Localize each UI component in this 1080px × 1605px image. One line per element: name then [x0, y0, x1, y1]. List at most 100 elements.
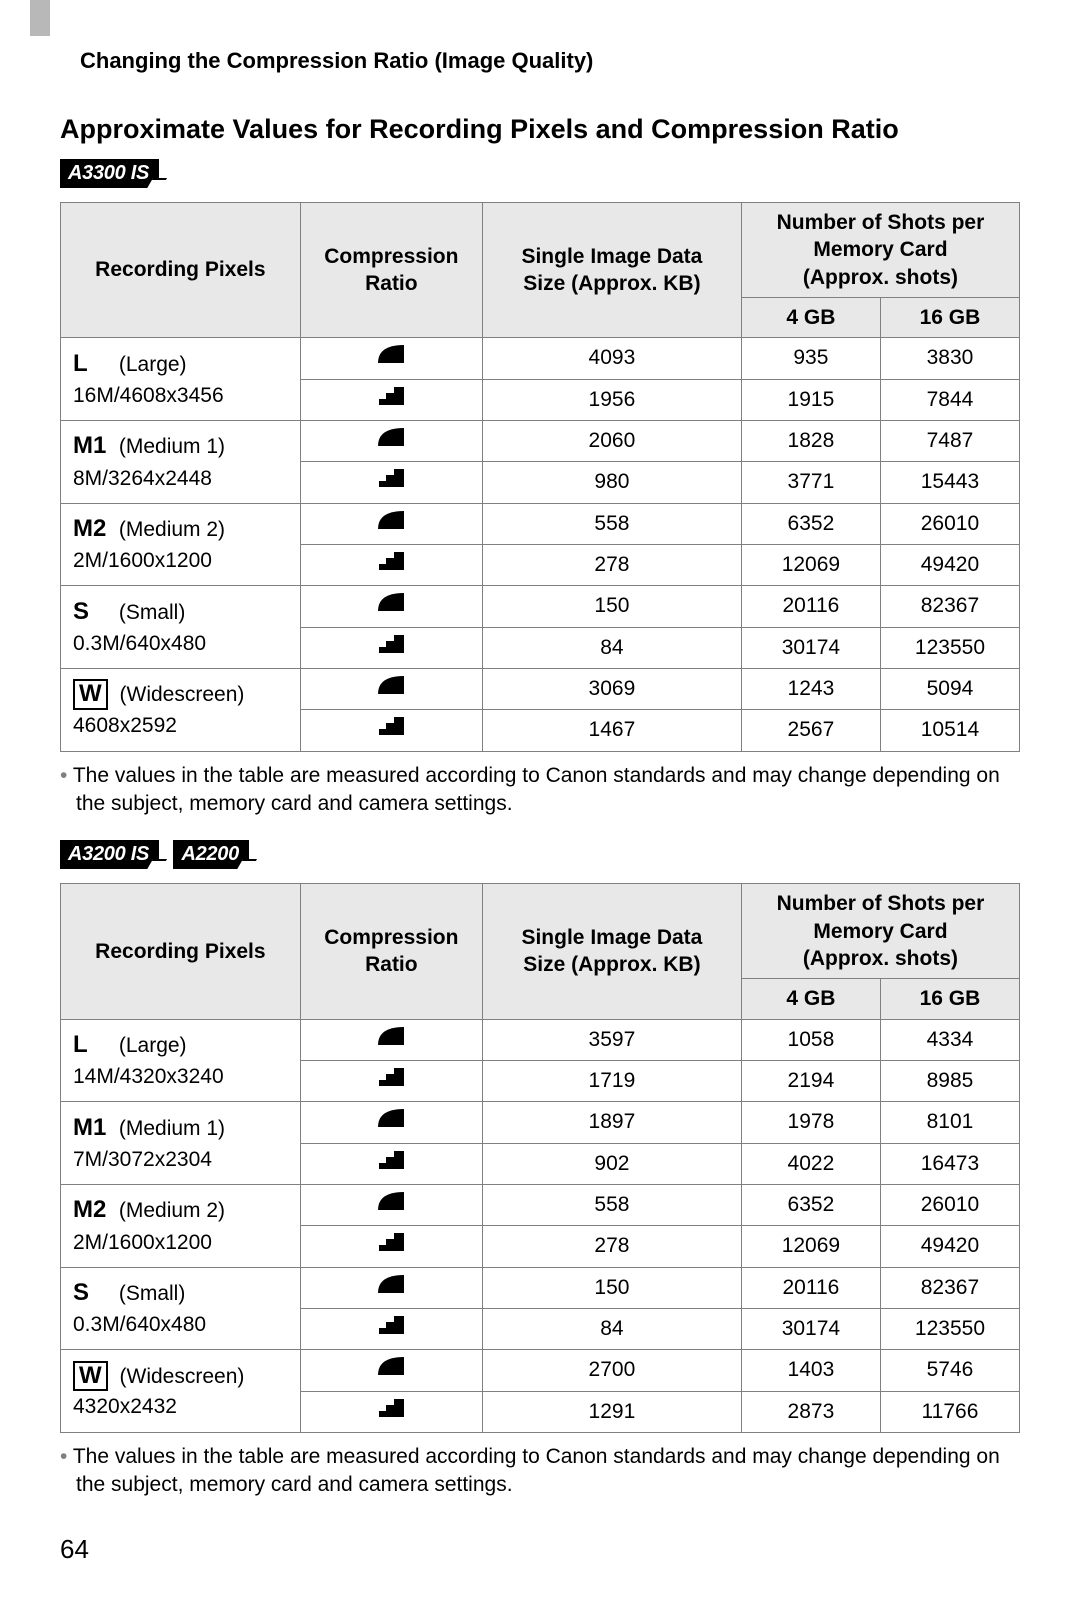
table-row: L (Large)14M/4320x3240359710584334	[61, 1019, 1020, 1060]
pixel-size-name: (Large)	[119, 1034, 187, 1057]
image-size-cell: 558	[482, 503, 741, 544]
compression-fine-icon	[376, 509, 406, 531]
compression-cell	[300, 627, 482, 668]
shots-4gb-cell: 1058	[741, 1019, 880, 1060]
pixel-size-letter: L	[73, 348, 113, 380]
pixel-size-name: (Widescreen)	[120, 1365, 245, 1388]
shots-16gb-cell: 7844	[880, 379, 1019, 420]
image-size-cell: 84	[482, 1308, 741, 1349]
table-note-2: The values in the table are measured acc…	[60, 1443, 1020, 1500]
pixel-resolution: 16M/4608x3456	[73, 382, 292, 410]
compression-cell	[300, 710, 482, 751]
shots-4gb-cell: 30174	[741, 627, 880, 668]
pixel-resolution: 4320x2432	[73, 1393, 292, 1421]
compression-cell	[300, 1391, 482, 1432]
compression-cell	[300, 462, 482, 503]
model-badge-a3300is: A3300 IS	[60, 159, 159, 188]
col-compression-ratio: CompressionRatio	[300, 884, 482, 1019]
model-badge-row-2: A3200 IS A2200	[60, 840, 1020, 869]
pixel-size-name: (Small)	[119, 1282, 186, 1305]
shots-16gb-cell: 4334	[880, 1019, 1019, 1060]
compression-normal-icon	[376, 1066, 406, 1088]
compression-fine-icon	[376, 1355, 406, 1377]
table-row: M1 (Medium 1)7M/3072x2304189719788101	[61, 1102, 1020, 1143]
compression-fine-icon	[376, 343, 406, 365]
col-shots-per-card: Number of Shots perMemory Card(Approx. s…	[741, 884, 1019, 979]
compression-cell	[300, 1184, 482, 1225]
compression-fine-icon	[376, 426, 406, 448]
image-size-cell: 150	[482, 586, 741, 627]
compression-cell	[300, 586, 482, 627]
table-row: W (Widescreen)4608x2592306912435094	[61, 668, 1020, 709]
shots-16gb-cell: 3830	[880, 338, 1019, 379]
shots-4gb-cell: 12069	[741, 1226, 880, 1267]
pixel-size-letter: M1	[73, 430, 113, 462]
pixel-size-name: (Small)	[119, 601, 186, 624]
shots-4gb-cell: 1915	[741, 379, 880, 420]
image-size-cell: 1897	[482, 1102, 741, 1143]
pixel-resolution: 4608x2592	[73, 712, 292, 740]
image-size-cell: 278	[482, 544, 741, 585]
col-16gb: 16 GB	[880, 979, 1019, 1019]
compression-cell	[300, 668, 482, 709]
table-row: M2 (Medium 2)2M/1600x1200558635226010	[61, 503, 1020, 544]
compression-normal-icon	[376, 1231, 406, 1253]
compression-normal-icon	[376, 550, 406, 572]
recording-pixels-cell: M2 (Medium 2)2M/1600x1200	[61, 503, 301, 586]
recording-pixels-cell: S (Small) 0.3M/640x480	[61, 1267, 301, 1350]
compression-normal-icon	[376, 1149, 406, 1171]
pixel-size-name: (Medium 2)	[119, 1199, 225, 1222]
compression-normal-icon	[376, 467, 406, 489]
compression-cell	[300, 1226, 482, 1267]
image-size-cell: 1291	[482, 1391, 741, 1432]
shots-4gb-cell: 6352	[741, 503, 880, 544]
shots-4gb-cell: 30174	[741, 1308, 880, 1349]
recording-pixels-cell: S (Small)0.3M/640x480	[61, 586, 301, 669]
pixel-size-name: (Medium 2)	[119, 518, 225, 541]
compression-cell	[300, 1308, 482, 1349]
recording-pixels-cell: W (Widescreen)4608x2592	[61, 668, 301, 751]
shots-16gb-cell: 26010	[880, 1184, 1019, 1225]
recording-pixels-cell: M2 (Medium 2)2M/1600x1200	[61, 1184, 301, 1267]
table-note-1: The values in the table are measured acc…	[60, 762, 1020, 819]
col-16gb: 16 GB	[880, 297, 1019, 337]
shots-4gb-cell: 935	[741, 338, 880, 379]
col-compression-ratio: CompressionRatio	[300, 203, 482, 338]
shots-16gb-cell: 82367	[880, 1267, 1019, 1308]
pixel-size-letter: M2	[73, 1194, 113, 1226]
recording-pixels-cell: L (Large)16M/4608x3456	[61, 338, 301, 421]
shots-16gb-cell: 15443	[880, 462, 1019, 503]
col-recording-pixels: Recording Pixels	[61, 884, 301, 1019]
compression-cell	[300, 1102, 482, 1143]
pixel-size-letter: S	[73, 1277, 113, 1309]
shots-4gb-cell: 1243	[741, 668, 880, 709]
compression-normal-icon	[376, 385, 406, 407]
recording-pixels-cell: M1 (Medium 1)7M/3072x2304	[61, 1102, 301, 1185]
col-4gb: 4 GB	[741, 979, 880, 1019]
compression-cell	[300, 379, 482, 420]
pixel-resolution: 7M/3072x2304	[73, 1146, 292, 1174]
spec-table-2: Recording PixelsCompressionRatioSingle I…	[60, 883, 1020, 1433]
shots-16gb-cell: 10514	[880, 710, 1019, 751]
image-size-cell: 2700	[482, 1350, 741, 1391]
shots-16gb-cell: 11766	[880, 1391, 1019, 1432]
image-size-cell: 980	[482, 462, 741, 503]
shots-4gb-cell: 2567	[741, 710, 880, 751]
image-size-cell: 1956	[482, 379, 741, 420]
compression-cell	[300, 338, 482, 379]
compression-cell	[300, 1143, 482, 1184]
image-size-cell: 3597	[482, 1019, 741, 1060]
image-size-cell: 3069	[482, 668, 741, 709]
table-row: M2 (Medium 2)2M/1600x1200558635226010	[61, 1184, 1020, 1225]
image-size-cell: 1467	[482, 710, 741, 751]
pixel-resolution: 0.3M/640x480	[73, 1311, 292, 1339]
recording-pixels-cell: L (Large)14M/4320x3240	[61, 1019, 301, 1102]
shots-16gb-cell: 5094	[880, 668, 1019, 709]
image-size-cell: 902	[482, 1143, 741, 1184]
compression-cell	[300, 544, 482, 585]
table-row: S (Small)0.3M/640x4801502011682367	[61, 586, 1020, 627]
shots-4gb-cell: 12069	[741, 544, 880, 585]
shots-4gb-cell: 3771	[741, 462, 880, 503]
compression-fine-icon	[376, 674, 406, 696]
shots-4gb-cell: 4022	[741, 1143, 880, 1184]
